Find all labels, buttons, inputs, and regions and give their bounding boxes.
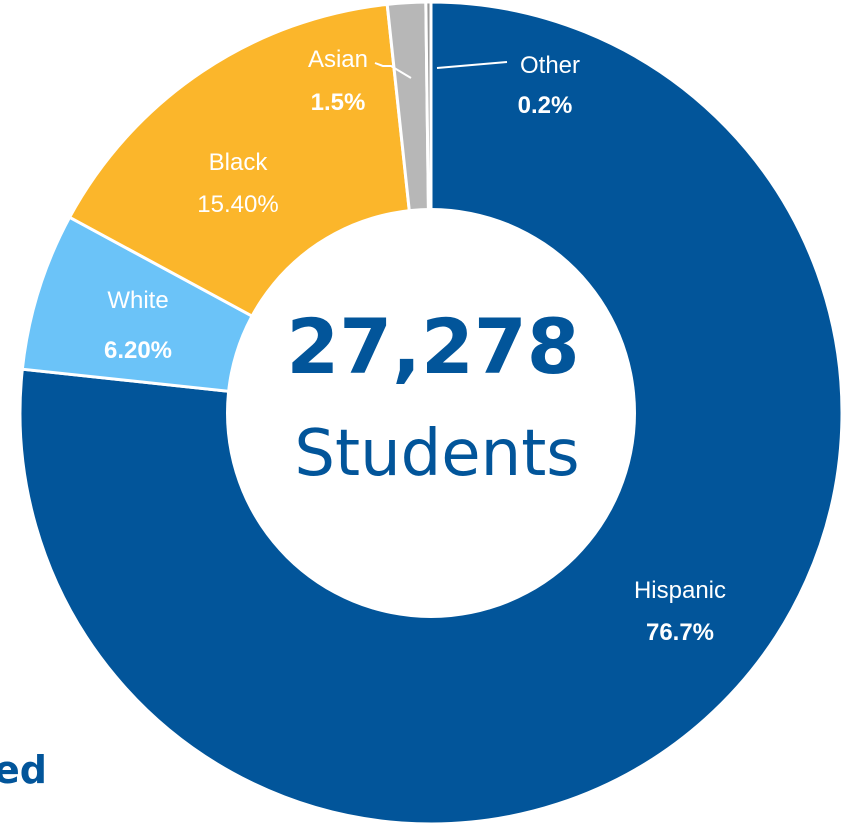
slice-value-asian: 1.5% [311, 89, 366, 116]
donut-hole [226, 208, 636, 618]
slice-labels: Hispanic 76.7% White 6.20% Black 15.40% Asian 1… [104, 46, 726, 646]
cut-off-text: ed [0, 748, 47, 792]
total-students-value: 27,278 [286, 302, 579, 391]
slice-value-hispanic: 76.7% [646, 619, 714, 646]
total-students-caption: Students [294, 417, 579, 491]
slice-label-asian: Asian [308, 46, 368, 73]
leader-line-asian [374, 62, 412, 79]
slice-value-black: 15.40% [197, 191, 278, 218]
slice-label-hispanic: Hispanic [634, 577, 726, 604]
leader-lines [374, 61, 508, 79]
slice-label-black: Black [209, 149, 269, 176]
slice-label-white: White [107, 287, 168, 314]
slice-value-white: 6.20% [104, 337, 172, 364]
slice-value-other: 0.2% [518, 92, 573, 119]
leader-line-other [436, 61, 508, 69]
slice-label-other: Other [520, 52, 580, 79]
